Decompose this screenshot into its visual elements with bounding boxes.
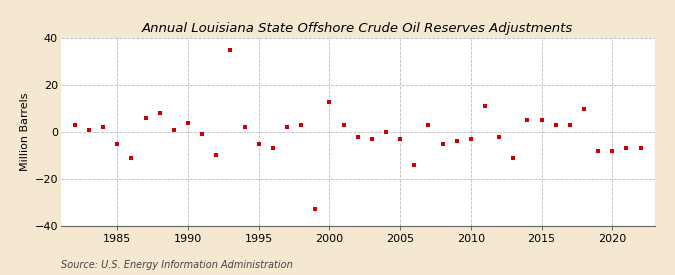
- Point: [395, 137, 406, 141]
- Point: [635, 146, 646, 151]
- Point: [183, 120, 194, 125]
- Point: [536, 118, 547, 123]
- Point: [381, 130, 392, 134]
- Point: [466, 137, 477, 141]
- Point: [508, 156, 518, 160]
- Point: [409, 163, 420, 167]
- Point: [324, 100, 335, 104]
- Point: [310, 207, 321, 211]
- Point: [621, 146, 632, 151]
- Point: [140, 116, 151, 120]
- Text: Source: U.S. Energy Information Administration: Source: U.S. Energy Information Administ…: [61, 260, 292, 270]
- Point: [607, 148, 618, 153]
- Point: [281, 125, 292, 130]
- Point: [480, 104, 491, 108]
- Point: [197, 132, 208, 137]
- Point: [593, 148, 603, 153]
- Point: [550, 123, 561, 127]
- Point: [522, 118, 533, 123]
- Point: [564, 123, 575, 127]
- Point: [112, 141, 123, 146]
- Y-axis label: Million Barrels: Million Barrels: [20, 93, 30, 171]
- Point: [239, 125, 250, 130]
- Point: [352, 134, 363, 139]
- Point: [126, 156, 137, 160]
- Point: [452, 139, 462, 144]
- Point: [296, 123, 306, 127]
- Point: [98, 125, 109, 130]
- Point: [225, 48, 236, 52]
- Point: [253, 141, 264, 146]
- Point: [367, 137, 377, 141]
- Point: [423, 123, 434, 127]
- Point: [494, 134, 505, 139]
- Title: Annual Louisiana State Offshore Crude Oil Reserves Adjustments: Annual Louisiana State Offshore Crude Oi…: [142, 21, 573, 35]
- Point: [578, 106, 589, 111]
- Point: [169, 128, 180, 132]
- Point: [338, 123, 349, 127]
- Point: [267, 146, 278, 151]
- Point: [437, 141, 448, 146]
- Point: [70, 123, 80, 127]
- Point: [155, 111, 165, 116]
- Point: [84, 128, 95, 132]
- Point: [211, 153, 221, 158]
